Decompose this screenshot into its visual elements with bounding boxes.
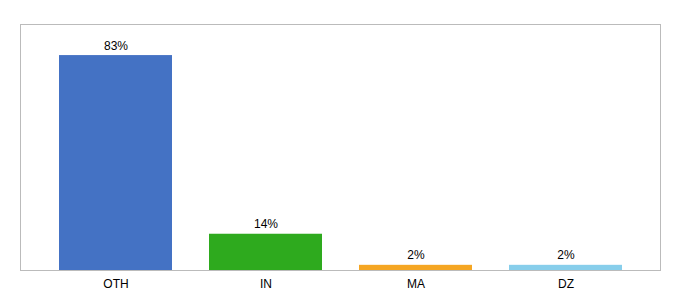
svg-text:83%: 83%	[104, 39, 128, 53]
svg-text:DZ: DZ	[558, 277, 574, 291]
svg-text:2%: 2%	[557, 248, 575, 262]
svg-text:IN: IN	[260, 277, 272, 291]
svg-text:2%: 2%	[407, 248, 425, 262]
svg-text:MA: MA	[407, 277, 425, 291]
svg-text:14%: 14%	[254, 217, 278, 231]
svg-text:OTH: OTH	[103, 277, 128, 291]
